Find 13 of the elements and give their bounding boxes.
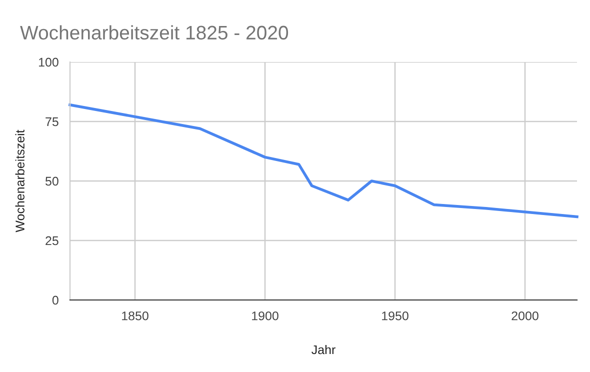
x-tick-label: 1850 [122,311,148,320]
x-tick-label: 1900 [252,311,278,320]
y-tick-label: 50 [45,176,58,186]
y-tick-label: 100 [38,58,58,67]
line-series [68,103,578,218]
chart-title: Wochenarbeitszeit 1825 - 2020 [20,25,288,40]
y-tick-label: 25 [46,236,58,246]
y-tick-label: 75 [46,117,58,126]
x-tick-label: 2000 [512,311,538,320]
y-tick-label: 0 [52,296,58,305]
x-axis-title: Jahr [312,344,336,354]
y-axis-title: Wochenarbeitszeit [15,130,24,232]
x-tick-label: 1950 [382,311,408,320]
